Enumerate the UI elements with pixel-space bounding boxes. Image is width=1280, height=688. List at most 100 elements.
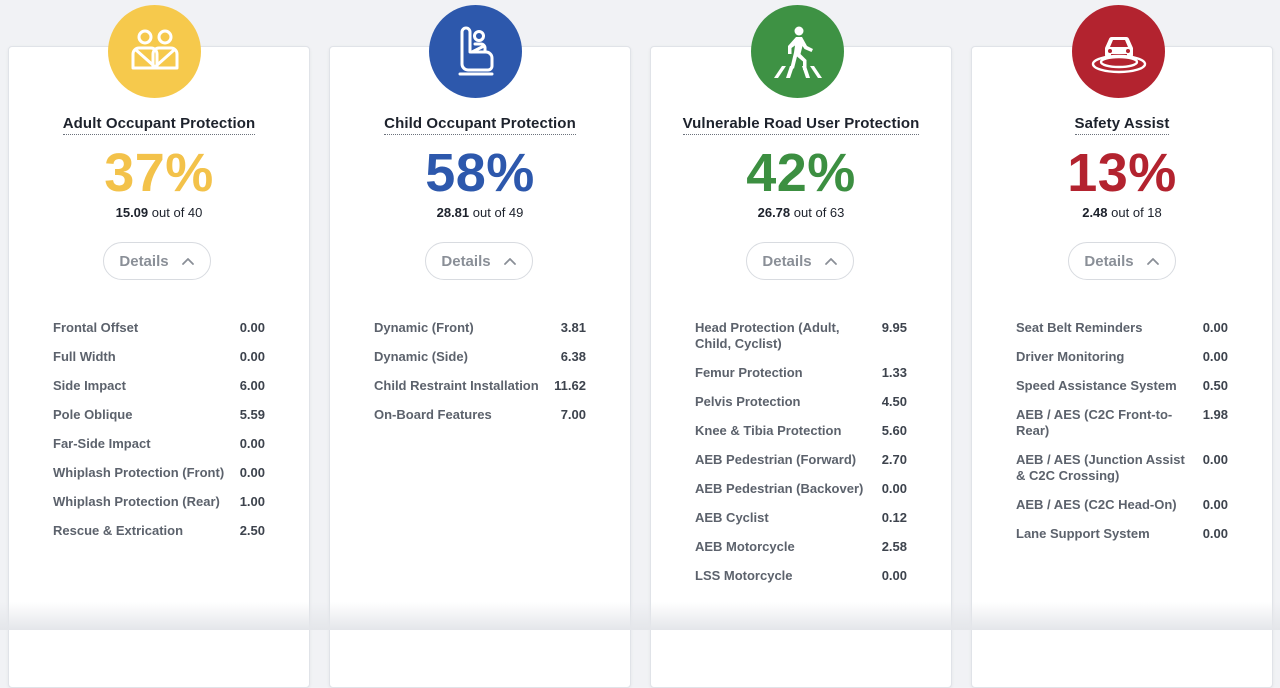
breakdown-row: Whiplash Protection (Rear) 1.00	[53, 494, 265, 510]
row-value: 5.59	[239, 407, 265, 422]
details-label: Details	[441, 252, 491, 270]
points-max: out of 40	[151, 205, 203, 220]
breakdown-row: AEB / AES (Junction Assist & C2C Crossin…	[1016, 452, 1228, 484]
chevron-up-icon	[1146, 258, 1159, 265]
row-label: AEB / AES (C2C Front-to-Rear)	[1016, 407, 1173, 438]
breakdown-row: AEB Cyclist 0.12	[695, 510, 907, 526]
row-value: 1.33	[881, 365, 907, 380]
adult-occupants-icon	[108, 5, 201, 98]
row-value: 0.00	[239, 436, 265, 451]
breakdown-row: Side Impact 6.00	[53, 378, 265, 394]
breakdown-row: Lane Support System 0.00	[1016, 526, 1228, 542]
details-button[interactable]: Details	[746, 242, 854, 280]
row-value: 0.00	[881, 481, 907, 496]
score-percent: 37%	[104, 143, 214, 203]
row-value: 0.00	[1202, 497, 1228, 512]
row-label: AEB / AES (Junction Assist & C2C Crossin…	[1016, 452, 1185, 483]
row-label: Full Width	[53, 349, 116, 364]
row-label: Driver Monitoring	[1016, 349, 1125, 364]
row-value: 0.00	[239, 465, 265, 480]
breakdown-row: On-Board Features 7.00	[374, 407, 586, 423]
row-value: 0.12	[881, 510, 907, 525]
breakdown-row: Pole Oblique 5.59	[53, 407, 265, 423]
score-breakdown-list: Frontal Offset 0.00 Full Width 0.00 Side I…	[53, 320, 265, 552]
row-label: Pelvis Protection	[695, 394, 801, 409]
card-title[interactable]: Child Occupant Protection	[330, 115, 630, 135]
chevron-up-icon	[181, 258, 194, 265]
row-value: 4.50	[881, 394, 907, 409]
points-value: 26.78	[757, 205, 791, 220]
breakdown-row: Seat Belt Reminders 0.00	[1016, 320, 1228, 336]
breakdown-row: Child Restraint Installation 11.62	[374, 378, 586, 394]
row-value: 2.58	[881, 539, 907, 554]
breakdown-row: Femur Protection 1.33	[695, 365, 907, 381]
row-label: Side Impact	[53, 378, 126, 393]
row-label: AEB Pedestrian (Forward)	[695, 452, 857, 467]
row-value: 6.38	[560, 349, 586, 364]
details-button[interactable]: Details	[103, 242, 211, 280]
row-value: 9.95	[881, 320, 907, 335]
row-value: 1.98	[1202, 407, 1228, 422]
row-label: Whiplash Protection (Front)	[53, 465, 225, 480]
row-label: Dynamic (Side)	[374, 349, 468, 364]
breakdown-row: Full Width 0.00	[53, 349, 265, 365]
row-label: Femur Protection	[695, 365, 803, 380]
score-points: 15.09 out of 40	[9, 205, 309, 220]
row-label: Whiplash Protection (Rear)	[53, 494, 220, 509]
child-seat-icon	[429, 5, 522, 98]
card-child-occupant-protection: Child Occupant Protection 58% 28.81 out …	[329, 46, 631, 688]
row-label: Pole Oblique	[53, 407, 133, 422]
row-label: AEB Pedestrian (Backover)	[695, 481, 864, 496]
row-value: 7.00	[560, 407, 586, 422]
row-label: Child Restraint Installation	[374, 378, 539, 393]
row-label: AEB Cyclist	[695, 510, 769, 525]
breakdown-row: AEB Pedestrian (Backover) 0.00	[695, 481, 907, 497]
row-label: Frontal Offset	[53, 320, 139, 335]
row-label: On-Board Features	[374, 407, 492, 422]
card-title[interactable]: Vulnerable Road User Protection	[651, 115, 951, 135]
row-value: 6.00	[239, 378, 265, 393]
row-label: Lane Support System	[1016, 526, 1150, 541]
breakdown-row: Knee & Tibia Protection 5.60	[695, 423, 907, 439]
row-value: 3.81	[560, 320, 586, 335]
breakdown-row: Head Protection (Adult, Child, Cyclist) 9…	[695, 320, 907, 352]
breakdown-row: AEB Motorcycle 2.58	[695, 539, 907, 555]
breakdown-row: Dynamic (Side) 6.38	[374, 349, 586, 365]
row-label: Head Protection (Adult, Child, Cyclist)	[695, 320, 840, 351]
row-value: 0.00	[881, 568, 907, 583]
details-button[interactable]: Details	[1068, 242, 1176, 280]
card-title[interactable]: Safety Assist	[972, 115, 1272, 135]
breakdown-row: LSS Motorcycle 0.00	[695, 568, 907, 584]
details-label: Details	[1084, 252, 1134, 270]
points-max: out of 63	[793, 205, 845, 220]
row-value: 0.00	[1202, 349, 1228, 364]
row-label: Seat Belt Reminders	[1016, 320, 1143, 335]
points-value: 15.09	[115, 205, 149, 220]
breakdown-row: Pelvis Protection 4.50	[695, 394, 907, 410]
breakdown-row: AEB Pedestrian (Forward) 2.70	[695, 452, 907, 468]
row-value: 0.00	[239, 349, 265, 364]
breakdown-row: Speed Assistance System 0.50	[1016, 378, 1228, 394]
breakdown-row: Far-Side Impact 0.00	[53, 436, 265, 452]
card-title[interactable]: Adult Occupant Protection	[9, 115, 309, 135]
row-value: 5.60	[881, 423, 907, 438]
row-label: Knee & Tibia Protection	[695, 423, 842, 438]
details-label: Details	[762, 252, 812, 270]
breakdown-row: AEB / AES (C2C Head-On) 0.00	[1016, 497, 1228, 513]
breakdown-row: Frontal Offset 0.00	[53, 320, 265, 336]
car-sensor-icon	[1072, 5, 1165, 98]
row-label: Dynamic (Front)	[374, 320, 474, 335]
details-label: Details	[119, 252, 169, 270]
details-button[interactable]: Details	[425, 242, 533, 280]
breakdown-row: Whiplash Protection (Front) 0.00	[53, 465, 265, 481]
row-label: AEB / AES (C2C Head-On)	[1016, 497, 1177, 512]
breakdown-row: AEB / AES (C2C Front-to-Rear) 1.98	[1016, 407, 1228, 439]
row-value: 0.00	[1202, 526, 1228, 541]
row-value: 2.50	[239, 523, 265, 538]
score-breakdown-list: Dynamic (Front) 3.81 Dynamic (Side) 6.38 C…	[374, 320, 586, 436]
row-value: 1.00	[239, 494, 265, 509]
score-breakdown-list: Head Protection (Adult, Child, Cyclist) 9…	[695, 320, 907, 597]
row-value: 2.70	[881, 452, 907, 467]
row-value: 0.00	[1202, 452, 1228, 467]
points-value: 2.48	[1082, 205, 1108, 220]
